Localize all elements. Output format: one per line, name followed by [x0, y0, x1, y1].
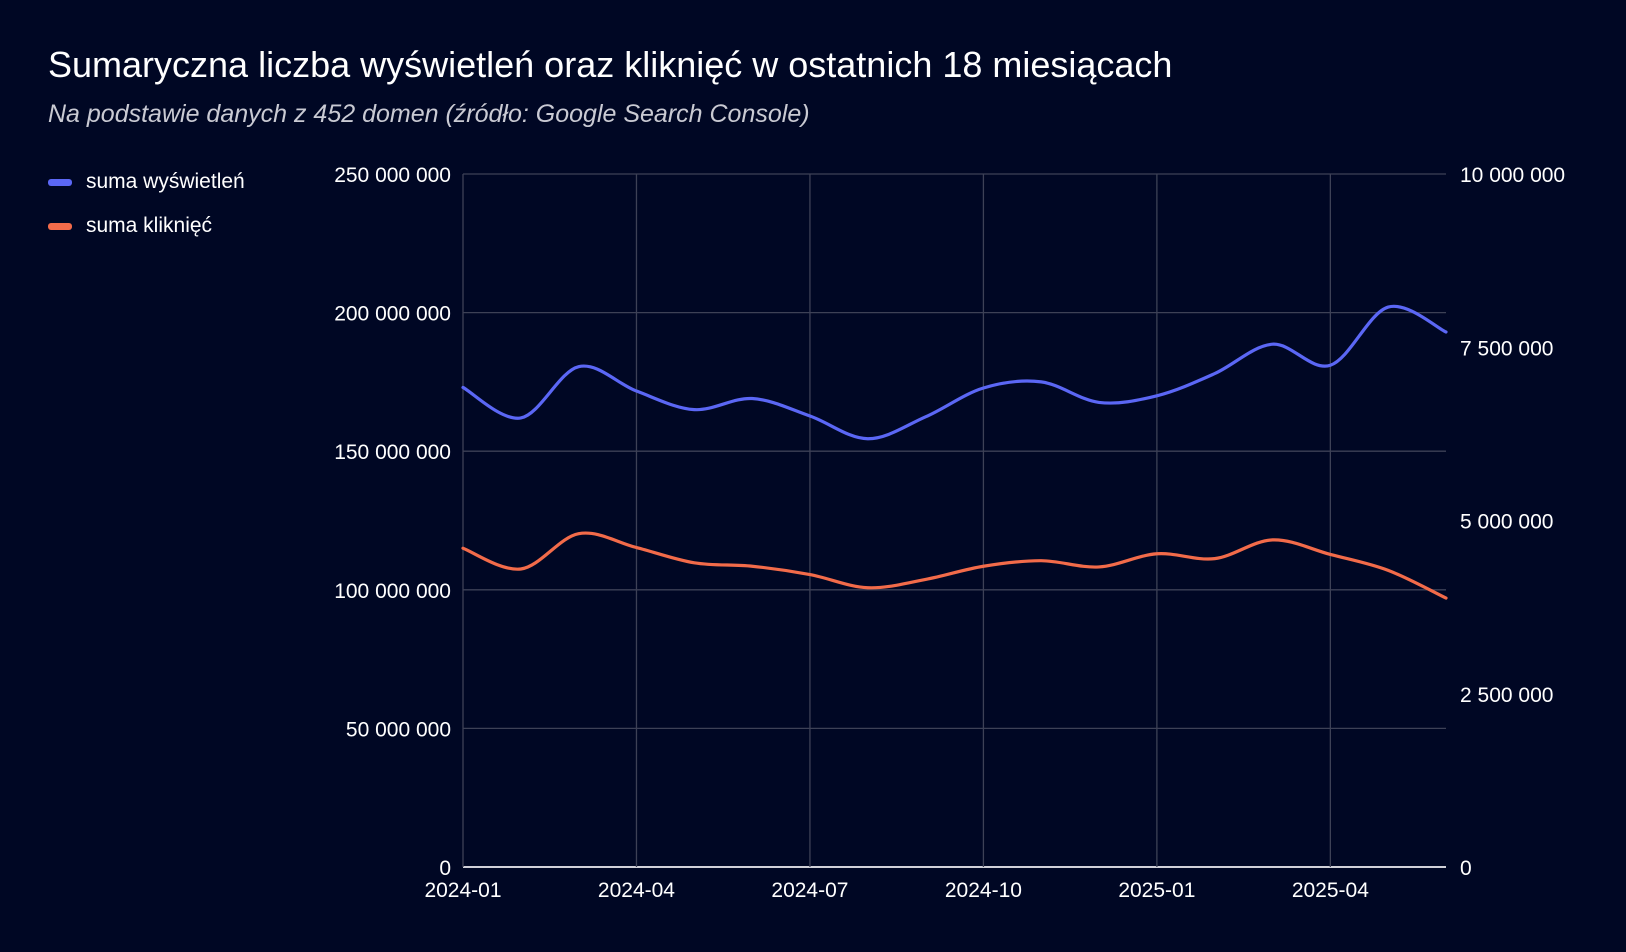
x-tick-label: 2024-01: [424, 879, 501, 902]
legend-label: suma kliknięć: [86, 214, 213, 237]
legend-swatch-clicks: [48, 222, 72, 230]
y-left-tick-label: 200 000 000: [334, 303, 451, 326]
y-left-tick-label: 100 000 000: [334, 580, 451, 603]
chart-subtitle: Na podstawie danych z 452 domen (źródło:…: [48, 100, 810, 128]
y-left-tick-label: 0: [439, 857, 451, 880]
x-tick-label: 2024-04: [598, 879, 675, 902]
y-left-tick-label: 150 000 000: [334, 441, 451, 464]
legend: suma wyświetleń suma kliknięć: [48, 160, 245, 248]
y-left-tick-label: 250 000 000: [334, 164, 451, 187]
y-right-tick-label: 2 500 000: [1460, 684, 1553, 707]
legend-label: suma wyświetleń: [86, 170, 245, 193]
legend-swatch-impressions: [48, 178, 72, 186]
x-tick-label: 2025-04: [1292, 879, 1369, 902]
chart-title: Sumaryczna liczba wyświetleń oraz klikni…: [48, 44, 1173, 85]
y-right-tick-label: 7 500 000: [1460, 337, 1553, 360]
y-right-tick-label: 10 000 000: [1460, 164, 1565, 187]
y-right-tick-label: 5 000 000: [1460, 511, 1553, 534]
y-left-tick-label: 50 000 000: [346, 718, 451, 741]
x-tick-label: 2024-10: [945, 879, 1022, 902]
legend-item-impressions[interactable]: suma wyświetleń: [48, 160, 245, 204]
x-tick-label: 2024-07: [771, 879, 848, 902]
series-line-clicks: [461, 531, 1448, 600]
x-tick-label: 2025-01: [1118, 879, 1195, 902]
legend-item-clicks[interactable]: suma kliknięć: [48, 204, 245, 248]
series-line-impressions: [461, 304, 1448, 441]
y-right-tick-label: 0: [1460, 857, 1472, 880]
